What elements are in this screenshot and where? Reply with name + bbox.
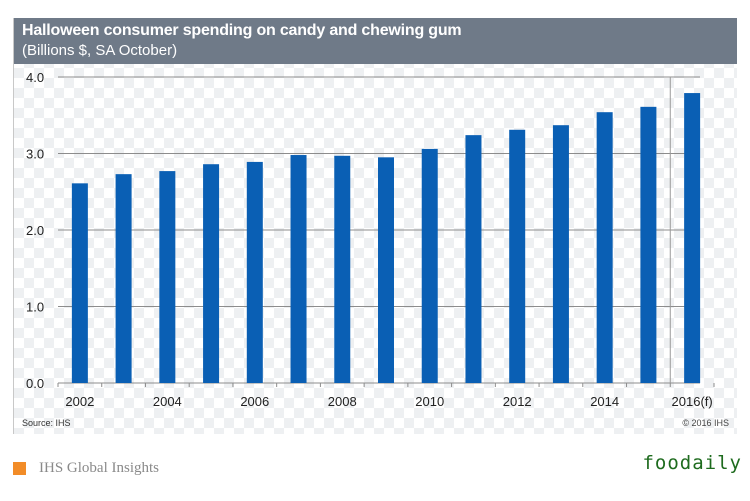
bar-chart: 0.0 1.0 2.0 3.0 4.0 2002 2004 2006 2008 2010 2012 2… (26, 70, 715, 409)
y-tick-label: 0.0 (26, 376, 44, 391)
x-tick-label: 2002 (65, 394, 94, 409)
chart-header: Halloween consumer spending on candy and… (14, 18, 737, 64)
chart-title: Halloween consumer spending on candy and… (22, 22, 462, 39)
x-tick-label: 2004 (153, 394, 182, 409)
bar-2006 (246, 161, 263, 383)
bar-2003 (115, 174, 132, 383)
bar-2015 (640, 106, 657, 384)
chart-subtitle: (Billions $, SA October) (22, 42, 178, 59)
y-tick-label: 4.0 (26, 70, 44, 85)
y-tick-label: 1.0 (26, 300, 44, 315)
x-tick-label: 2006 (240, 394, 269, 409)
bar-2002 (71, 183, 88, 383)
bar-2013 (552, 125, 569, 383)
x-tick-label: 2014 (590, 394, 619, 409)
y-tick-label: 2.0 (26, 223, 44, 238)
x-tick-label: 2016(f) (672, 394, 713, 409)
bar-2008 (334, 155, 351, 383)
bar-2007 (290, 155, 307, 383)
watermark: foodaily (642, 452, 742, 474)
x-tick-label: 2012 (503, 394, 532, 409)
bar-2005 (203, 164, 220, 383)
y-tick-label: 3.0 (26, 147, 44, 162)
brand-footer: IHS Global Insights (13, 458, 159, 478)
brand-logo-icon (13, 461, 26, 475)
x-tick-label: 2008 (328, 394, 357, 409)
bar-2010 (421, 148, 438, 383)
source-note: Source: IHS (22, 418, 71, 428)
brand-name: IHS Global Insights (39, 459, 159, 476)
bar-2016(f) (684, 93, 701, 383)
chart-frame: Halloween consumer spending on candy and… (13, 18, 737, 434)
bar-2011 (465, 135, 482, 383)
bar-2004 (159, 171, 176, 383)
bar-2012 (509, 129, 526, 383)
copyright-note: © 2016 IHS (682, 418, 729, 428)
x-tick-label: 2010 (415, 394, 444, 409)
bar-2009 (378, 157, 394, 383)
bar-2014 (596, 112, 613, 383)
